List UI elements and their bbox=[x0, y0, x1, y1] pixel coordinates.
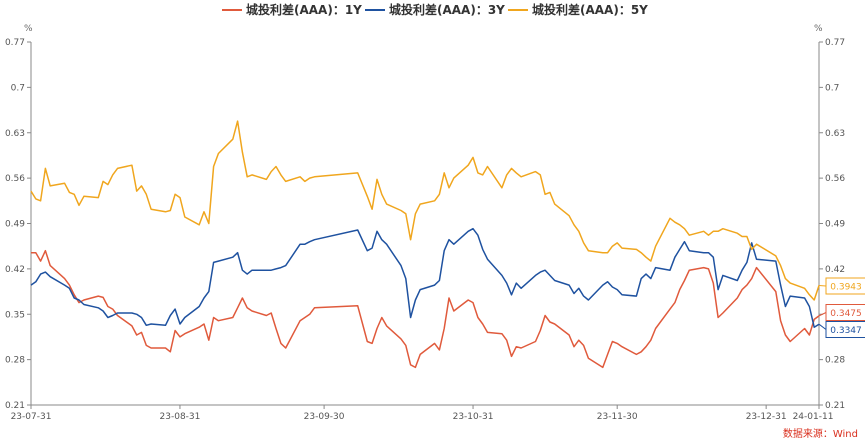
end-label-connector bbox=[818, 312, 827, 317]
right-y-tick-label: 0.63 bbox=[825, 129, 845, 139]
end-label-value: 0.3475 bbox=[830, 309, 862, 319]
left-y-tick-label: 0.56 bbox=[5, 174, 25, 184]
end-value-labels: 0.3475 0.3347 0.3943 bbox=[818, 277, 865, 338]
right-y-tick-label: 0.49 bbox=[825, 220, 845, 230]
series-lines bbox=[30, 120, 820, 369]
left-y-tick-label: 0.49 bbox=[5, 220, 25, 230]
series-line-1y bbox=[31, 249, 820, 369]
left-y-tick-label: 0.77 bbox=[5, 38, 25, 48]
legend-item-1y[interactable]: 城投利差(AAA)：1Y bbox=[222, 2, 362, 17]
right-y-tick-label: 0.56 bbox=[825, 174, 845, 184]
end-label-3y: 0.3347 bbox=[818, 321, 865, 338]
right-y-tick-label: 0.21 bbox=[825, 401, 845, 411]
left-y-tick-label: 0.21 bbox=[5, 401, 25, 411]
x-tick-label: 23-08-31 bbox=[160, 412, 201, 422]
end-label-value: 0.3943 bbox=[830, 283, 862, 293]
x-tick-label: 23-11-30 bbox=[597, 412, 638, 422]
x-tick-label: 23-10-31 bbox=[453, 412, 494, 422]
end-label-box bbox=[825, 304, 865, 321]
x-tick-label: 24-01-11 bbox=[793, 412, 834, 422]
end-label-box bbox=[825, 277, 865, 295]
left-y-tick-label: 0.28 bbox=[5, 356, 25, 366]
right-unit-label: % bbox=[814, 24, 823, 34]
left-unit-label: % bbox=[24, 24, 33, 34]
axes: % % 0.77 0.77 0.7 0.7 0.63 0.63 0.56 0.56 0.49 0.… bbox=[5, 24, 845, 422]
left-y-tick-label: 0.35 bbox=[5, 310, 25, 320]
x-tick-label: 23-09-30 bbox=[304, 412, 345, 422]
x-tick-label: 23-07-31 bbox=[11, 412, 52, 422]
end-label-connector bbox=[818, 323, 827, 330]
legend-item-5y[interactable]: 城投利差(AAA)：5Y bbox=[508, 2, 648, 17]
end-label-box bbox=[825, 321, 865, 338]
right-y-tick-label: 0.42 bbox=[825, 265, 845, 275]
legend: 城投利差(AAA)：1Y 城投利差(AAA)：3Y 城投利差(AAA)：5Y bbox=[222, 2, 648, 17]
series-line-5y bbox=[30, 120, 820, 301]
end-label-value: 0.3347 bbox=[830, 326, 862, 336]
legend-label: 城投利差(AAA)：5Y bbox=[532, 2, 648, 17]
end-label-1y: 0.3475 bbox=[818, 304, 865, 321]
series-line-3y bbox=[30, 227, 820, 328]
end-label-5y: 0.3943 bbox=[818, 277, 865, 295]
data-source-note: 数据来源：Wind bbox=[783, 427, 858, 440]
right-y-tick-label: 0.28 bbox=[825, 356, 845, 366]
left-y-tick-label: 0.7 bbox=[11, 83, 25, 93]
left-y-tick-label: 0.63 bbox=[5, 129, 25, 139]
right-y-tick-label: 0.7 bbox=[825, 83, 839, 93]
right-y-tick-label: 0.77 bbox=[825, 38, 845, 48]
legend-label: 城投利差(AAA)：3Y bbox=[389, 2, 505, 17]
legend-item-3y[interactable]: 城投利差(AAA)：3Y bbox=[365, 2, 505, 17]
legend-label: 城投利差(AAA)：1Y bbox=[246, 2, 362, 17]
x-tick-label: 23-12-31 bbox=[746, 412, 787, 422]
left-y-tick-label: 0.42 bbox=[5, 265, 25, 275]
